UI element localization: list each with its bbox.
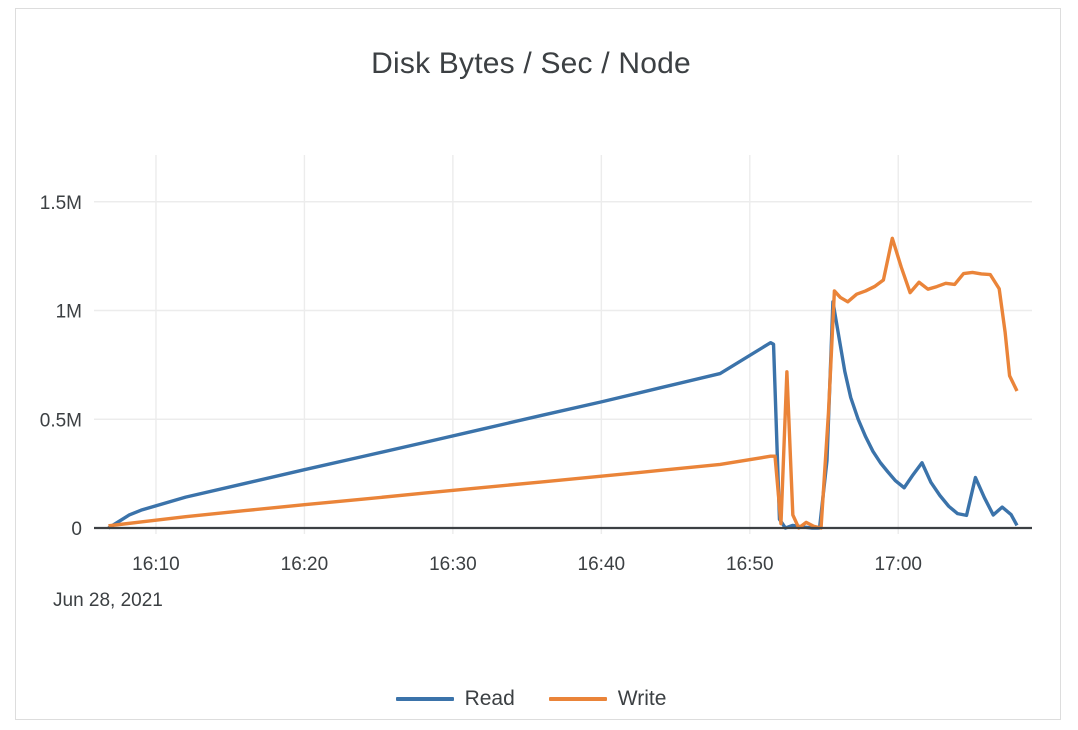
series-line-read bbox=[107, 300, 1019, 530]
legend-label-read: Read bbox=[464, 687, 515, 710]
chart-legend: Read Write bbox=[16, 687, 1046, 711]
chart-title: Disk Bytes / Sec / Node bbox=[371, 47, 691, 80]
x-tick-label: 16:20 bbox=[281, 554, 329, 575]
x-tick-label: 17:00 bbox=[874, 554, 922, 575]
legend-item-write[interactable]: Write bbox=[548, 687, 667, 711]
line-chart-plot: 0 0.5M 1M 1.5M 16:10 16:20 16:30 16:40 16:50 17:… bbox=[40, 155, 1032, 611]
legend-swatch-write bbox=[548, 697, 607, 701]
x-tick-label: 16:40 bbox=[578, 554, 626, 575]
y-tick-label: 0.5M bbox=[40, 410, 82, 431]
x-tick-label: 16:30 bbox=[429, 554, 477, 575]
legend-swatch-read bbox=[395, 697, 454, 701]
y-axis-tick-labels: 0 0.5M 1M 1.5M bbox=[40, 193, 82, 540]
grid-lines bbox=[94, 155, 1032, 534]
series-line-write bbox=[108, 236, 1019, 530]
data-series-group bbox=[107, 236, 1019, 530]
y-tick-label: 1M bbox=[56, 302, 82, 323]
y-tick-label: 1.5M bbox=[40, 193, 82, 214]
x-axis-date-label: Jun 28, 2021 bbox=[53, 590, 163, 611]
x-axis-tick-labels: 16:10 16:20 16:30 16:40 16:50 17:00 bbox=[132, 554, 922, 575]
legend-item-read[interactable]: Read bbox=[395, 687, 515, 711]
x-tick-label: 16:10 bbox=[132, 554, 180, 575]
chart-card: Disk Bytes / Sec / Node 0 0.5M 1M 1.5M 16:1… bbox=[15, 8, 1061, 720]
x-tick-label: 16:50 bbox=[726, 554, 774, 575]
legend-label-write: Write bbox=[617, 687, 667, 710]
y-tick-label: 0 bbox=[71, 519, 82, 540]
